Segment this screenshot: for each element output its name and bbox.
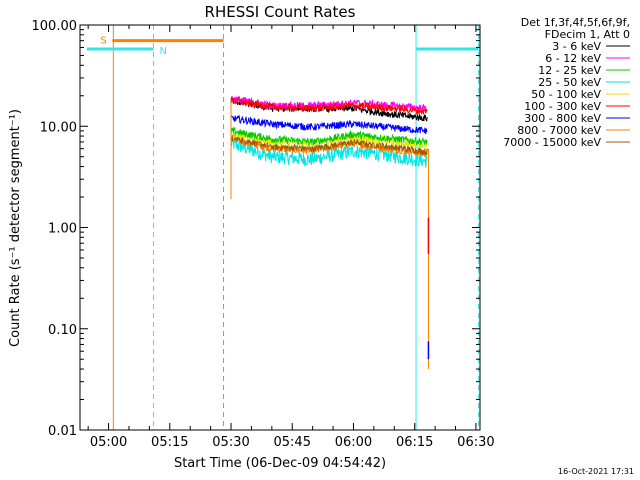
x-tick-label: 06:30 (457, 435, 494, 450)
flag-label-s: S (100, 36, 106, 47)
x-tick-label: 05:30 (212, 435, 249, 450)
series-line-7000to15000kev (230, 133, 428, 157)
chart-title: RHESSI Count Rates (205, 3, 356, 21)
y-axis-label: Count Rate (s⁻¹ detector segment⁻¹) (8, 109, 23, 347)
y-tick-label: 0.10 (48, 323, 77, 338)
x-tick-label: 06:15 (396, 435, 433, 450)
legend-entry-label: 25 - 50 keV (538, 76, 601, 89)
series-line-100to300kev (230, 97, 428, 116)
y-tick-label: 100.00 (32, 19, 78, 34)
series-line-3to6kev (230, 97, 428, 122)
x-tick-label: 05:15 (151, 435, 188, 450)
legend-entry-label: 100 - 300 keV (524, 100, 601, 113)
x-tick-label: 05:00 (90, 435, 127, 450)
legend-entry-label: 800 - 7000 keV (517, 124, 601, 137)
series-line-12to25kev (230, 126, 428, 147)
y-tick-label: 10.00 (40, 120, 77, 135)
legend-header-line-2: FDecim 1, Att 0 (545, 28, 630, 41)
legend-entry-label: 6 - 12 keV (545, 52, 601, 65)
x-tick-label: 05:45 (274, 435, 311, 450)
legend-entry-label: 12 - 25 keV (538, 64, 601, 77)
y-tick-label: 0.01 (48, 424, 77, 439)
legend-entry-label: 300 - 800 keV (524, 112, 601, 125)
legend-entry-label: 50 - 100 keV (531, 88, 601, 101)
y-tick-label: 1.00 (48, 222, 77, 237)
legend: Det 1f,3f,4f,5f,6f,9f, FDecim 1, Att 0 3… (503, 16, 630, 149)
legend-entry-label: 3 - 6 keV (552, 40, 601, 53)
x-axis-label: Start Time (06-Dec-09 04:54:42) (174, 456, 386, 471)
footer-timestamp: 16-Oct-2021 17:31 (558, 467, 634, 476)
x-tick-label: 06:00 (335, 435, 372, 450)
legend-header-line-1: Det 1f,3f,4f,5f,6f,9f, (521, 16, 630, 29)
flag-label-n: N (159, 46, 166, 57)
legend-entry-label: 7000 - 15000 keV (503, 136, 601, 149)
plot-frame (79, 24, 481, 431)
series-line-300to800kev (230, 114, 428, 135)
